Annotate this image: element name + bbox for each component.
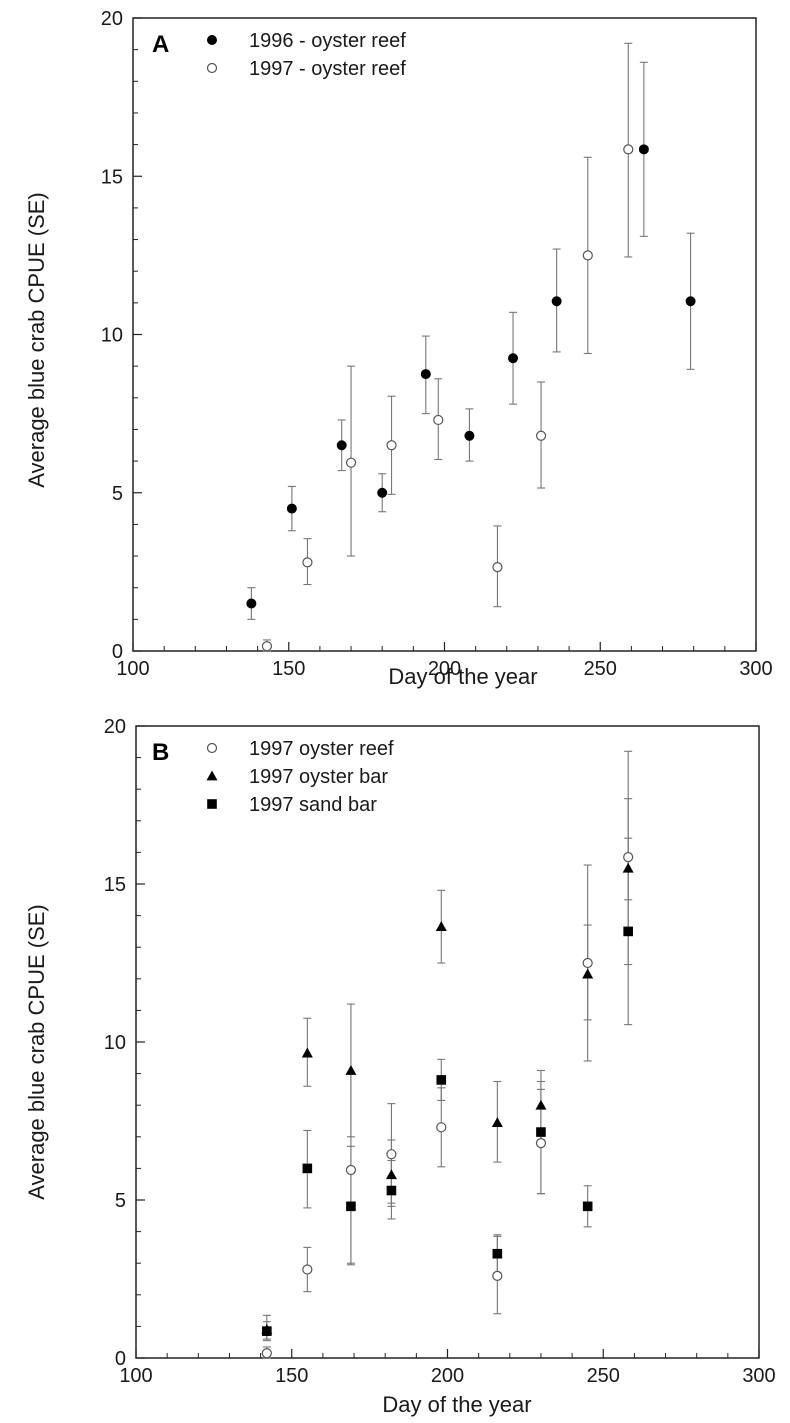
legend-marker [207,799,217,809]
data-point [345,1164,357,1176]
data-point [491,1117,503,1127]
data-point [638,144,649,155]
plot-frame [135,725,760,1359]
data-point [536,1127,546,1137]
data-markers [261,852,634,1359]
x-tick-label: 150 [275,1365,308,1387]
data-point [345,457,357,468]
x-axis-title: Day of the year [382,1392,531,1417]
x-tick-label: 300 [739,658,772,680]
panel-label: A [152,31,169,58]
data-point [623,144,634,155]
panel-label: B [152,739,169,766]
legend-marker [206,742,218,754]
legend-label: 1996 - oyster reef [249,30,406,52]
data-point [336,440,347,451]
data-point [492,1270,503,1281]
data-point [286,503,297,514]
y-axis-title: Average blue crab CPUE (SE) [24,904,49,1200]
data-point [302,1264,313,1275]
data-point [582,957,593,969]
data-point [302,557,313,568]
chart-panel-b: B Day of the year Average blue crab CPUE… [24,716,776,1417]
data-point [385,1169,397,1180]
y-axis-title: Average blue crab CPUE (SE) [24,192,49,488]
x-tick-label: 200 [431,1365,464,1387]
legend-label: 1997 oyster bar [249,766,388,788]
y-tick-label: 0 [112,641,123,663]
data-point [302,1163,313,1174]
data-point [436,1122,447,1133]
legend-label: 1997 - oyster reef [249,58,406,80]
x-tick-label: 150 [272,658,305,680]
y-tick-label: 15 [104,874,126,896]
y-tick-label: 20 [101,8,123,30]
data-point [492,1248,503,1259]
chart-panel-a: A Day of the year Average blue crab CPUE… [24,8,773,689]
legend-marker [206,770,218,781]
data-point [345,1064,357,1075]
data-point [377,487,388,498]
legend-label: 1997 oyster reef [249,738,394,760]
x-axis-title: Day of the year [388,664,537,689]
data-point [464,430,475,441]
legend-marker [206,62,218,74]
data-point [433,414,444,426]
x-tick-label: 100 [116,658,149,680]
y-tick-label: 20 [104,716,126,738]
x-tick-label: 200 [428,658,461,680]
data-point [622,862,634,873]
x-tick-label: 100 [119,1365,152,1387]
data-point [261,1348,272,1359]
data-point [301,1047,313,1058]
data-point [420,369,431,380]
axis-ticks: 100 150 200 250 300 0 5 10 15 20 [104,716,776,1387]
data-point [582,250,593,261]
data-point [582,1201,593,1212]
data-point [508,353,519,364]
y-tick-label: 5 [115,1190,126,1212]
legend: 1996 - oyster reef 1997 - oyster reef [206,30,406,80]
plot-frame [132,17,757,652]
data-point [386,440,397,451]
y-tick-label: 10 [104,1032,126,1054]
y-tick-label: 5 [112,483,123,505]
data-point [262,1326,272,1336]
data-point [551,296,562,307]
y-tick-label: 10 [101,325,123,347]
data-point [492,562,503,573]
error-bars [247,42,695,652]
legend: 1997 oyster reef 1997 oyster bar 1997 sand… [206,738,394,816]
x-tick-label: 300 [742,1365,775,1387]
data-point [535,430,547,441]
y-tick-label: 0 [115,1348,126,1370]
data-point [386,1185,397,1196]
data-point [582,968,594,979]
data-point [246,598,257,609]
data-point [623,926,633,937]
error-bars [262,750,633,1359]
data-point [623,852,634,863]
x-tick-label: 250 [584,658,617,680]
data-point [535,1138,547,1149]
legend-marker [207,35,217,45]
x-tick-label: 250 [587,1365,620,1387]
data-point [535,1099,547,1110]
data-markers [246,144,696,652]
y-tick-label: 15 [101,166,123,188]
data-point [436,1075,447,1085]
axis-ticks: 100 150 200 250 300 0 5 10 15 20 [101,8,773,680]
data-point [685,296,696,307]
data-point [261,641,273,652]
data-point [346,1201,356,1212]
data-point [386,1149,397,1160]
data-point [435,921,447,932]
legend-label: 1997 sand bar [249,794,377,816]
